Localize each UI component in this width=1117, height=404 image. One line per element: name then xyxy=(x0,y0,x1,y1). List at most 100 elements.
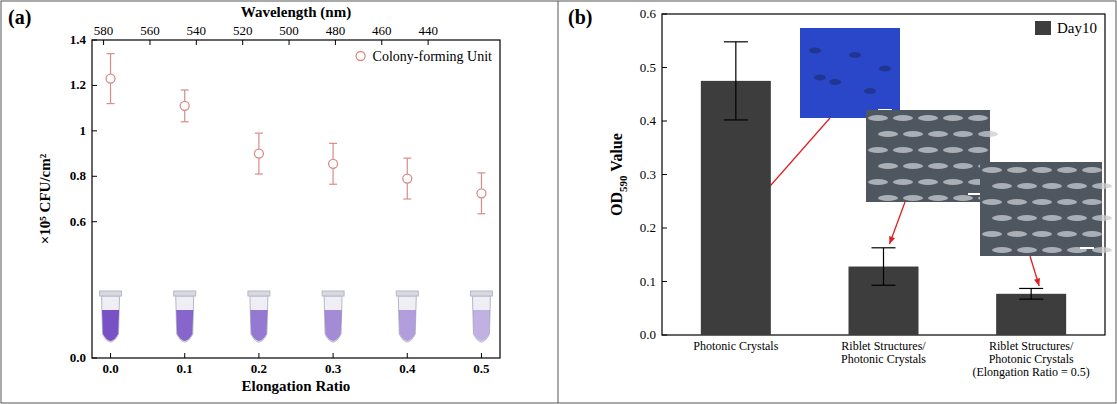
figure: (a)0.00.10.20.30.40.55805605405205004804… xyxy=(0,0,1117,404)
inset-riblet xyxy=(1092,183,1112,189)
inset-riblet xyxy=(992,247,1012,253)
inset-image xyxy=(800,28,900,118)
marks xyxy=(701,42,1066,335)
inset-riblet xyxy=(1042,247,1062,253)
inset-riblet xyxy=(1092,247,1112,253)
x2-tick-label: 520 xyxy=(233,23,253,38)
panel-divider xyxy=(558,1,559,403)
x-tick xyxy=(481,353,482,358)
inset-riblet xyxy=(903,195,923,201)
x2-tick xyxy=(103,40,104,45)
inset-spot xyxy=(809,48,821,54)
y-tick-label: 0.4 xyxy=(640,113,657,128)
x-tick xyxy=(333,353,334,358)
inset-riblet xyxy=(992,215,1012,221)
y-tick xyxy=(662,121,667,122)
x-tick-label: 0.2 xyxy=(251,361,267,376)
inset-spot xyxy=(879,66,891,72)
inset-riblet xyxy=(953,131,973,137)
marks xyxy=(106,54,486,214)
error-bar xyxy=(724,42,748,120)
y-tick-label: 0.0 xyxy=(70,350,86,365)
error-cap xyxy=(255,133,263,134)
tube-cap xyxy=(248,291,270,296)
error-line xyxy=(332,168,333,184)
x-tick xyxy=(258,353,259,358)
error-cap xyxy=(403,158,411,159)
error-cap xyxy=(872,247,896,248)
inset-riblet xyxy=(1082,231,1102,237)
inset-riblet xyxy=(1032,231,1052,237)
tube-liquid xyxy=(399,310,416,341)
label-line: Photonic Crystals xyxy=(841,352,926,366)
x2-tick xyxy=(242,40,243,45)
inset-riblet xyxy=(1042,183,1062,189)
panel-b: (b)0.00.10.20.30.40.50.6Photonic Crystal… xyxy=(568,6,1112,379)
y-tick-label: 1.2 xyxy=(70,77,86,92)
error-line xyxy=(883,248,884,285)
y-tick xyxy=(662,67,667,68)
x2-tick xyxy=(149,40,150,45)
tube-cap xyxy=(470,291,492,296)
legend-marker xyxy=(356,52,365,61)
tube-liquid xyxy=(325,310,342,341)
plot-frame xyxy=(662,14,1105,335)
y-tick xyxy=(92,130,97,131)
tube-body xyxy=(324,296,342,342)
inset-riblet xyxy=(868,179,888,185)
panel-label: (a) xyxy=(8,6,31,29)
arrow-head xyxy=(1034,278,1040,286)
arrow xyxy=(1030,256,1040,286)
data-point xyxy=(254,149,263,158)
tube-liquid xyxy=(102,310,119,341)
y-tick-label: 0.8 xyxy=(70,168,87,183)
error-bar xyxy=(329,143,337,184)
tube-image xyxy=(396,291,418,342)
tube-body xyxy=(398,296,416,342)
arrow xyxy=(889,202,905,244)
error-bar xyxy=(181,90,189,122)
error-line xyxy=(1031,288,1032,299)
label-line: Photonic Crystals xyxy=(693,339,778,353)
inset-riblet xyxy=(878,163,898,169)
error-bar xyxy=(477,173,485,214)
tube-image xyxy=(322,291,344,342)
data-point xyxy=(329,159,338,168)
y-tick-label: 1 xyxy=(80,123,87,138)
inset-riblet xyxy=(928,131,948,137)
error-line xyxy=(184,90,185,101)
y-tick xyxy=(92,176,97,177)
error-line xyxy=(258,133,259,149)
label-line: Riblet Structures/ xyxy=(841,339,926,353)
plot-frame xyxy=(92,40,500,358)
inset-riblet xyxy=(1017,183,1037,189)
x-tick-label: 0.1 xyxy=(177,361,193,376)
error-bar xyxy=(255,133,263,174)
inset-riblet xyxy=(878,195,898,201)
y-tick xyxy=(662,14,667,15)
figure-border xyxy=(1,1,1116,403)
inset-riblet xyxy=(903,131,923,137)
x-tick xyxy=(110,353,111,358)
inset-riblet xyxy=(978,131,998,137)
inset-riblet xyxy=(943,147,963,153)
data-point xyxy=(403,174,412,183)
panel-label: (b) xyxy=(568,6,592,29)
x-tick-label: 0.5 xyxy=(473,361,490,376)
y-tick xyxy=(92,40,97,41)
y-tick-label: 0.6 xyxy=(640,6,657,21)
x2-tick xyxy=(428,40,429,45)
y-tick xyxy=(662,335,667,336)
y-tick-label: 0.2 xyxy=(640,220,656,235)
y-axis-title: OD590 Value xyxy=(608,133,629,216)
y-tick xyxy=(662,281,667,282)
arrow-line xyxy=(890,202,906,244)
inset-riblet xyxy=(1032,167,1052,173)
error-bar xyxy=(872,248,896,285)
x-tick-label: Riblet Structures/Photonic Crystals xyxy=(841,339,926,366)
error-cap xyxy=(107,103,115,104)
inset-image xyxy=(980,162,1112,256)
label-line: Riblet Structures/ xyxy=(989,339,1074,353)
inset-riblet xyxy=(982,199,1002,205)
inset-riblet xyxy=(1057,199,1077,205)
